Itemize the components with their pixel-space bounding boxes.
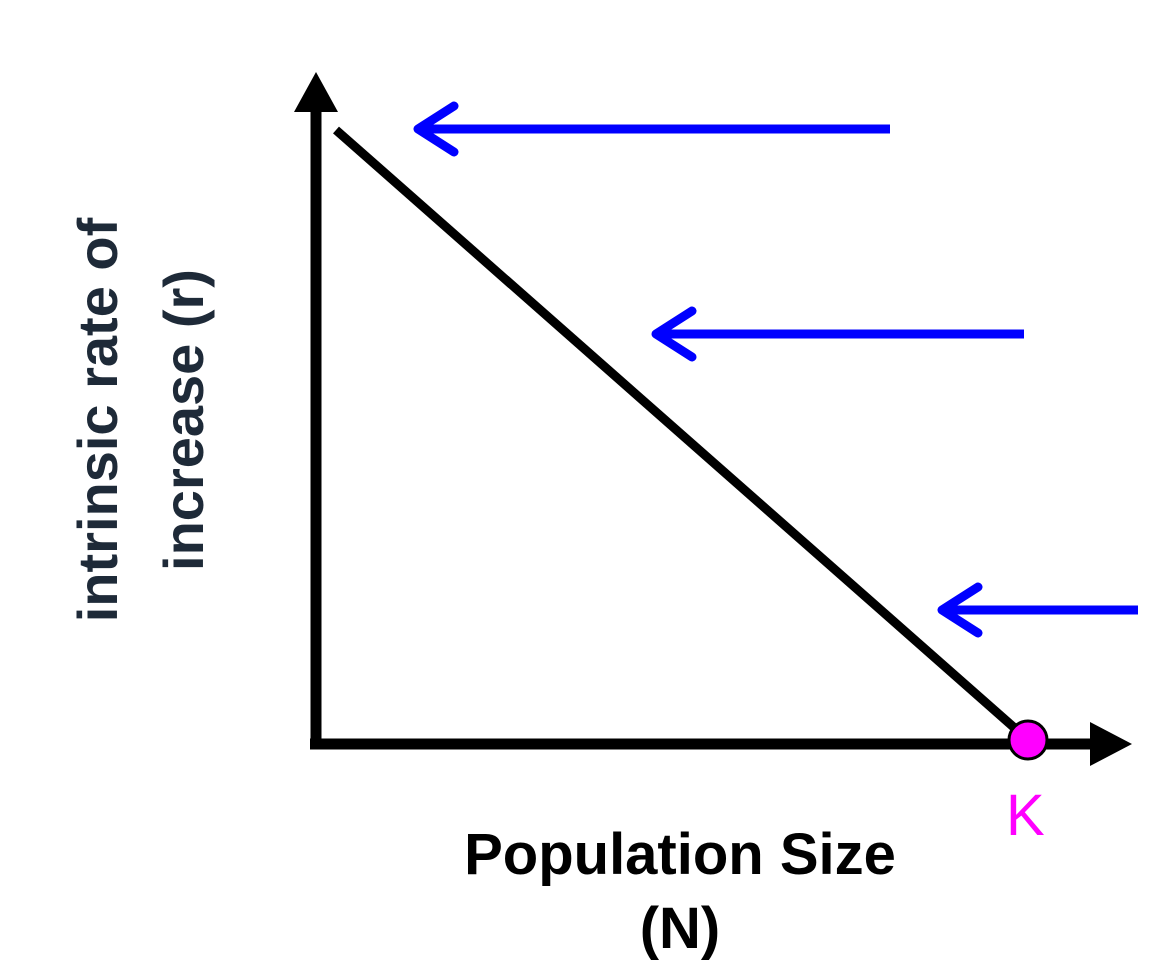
- x-axis-label: Population Size (N): [330, 818, 1030, 966]
- y-axis-arrowhead: [294, 72, 338, 112]
- y-axis-label: intrinsic rate of increase (r): [55, 100, 245, 740]
- k-marker-dot: [1007, 719, 1049, 761]
- arrow-3: [937, 582, 1138, 638]
- y-axis-label-line2: increase (r): [152, 269, 215, 571]
- y-axis-label-line1: intrinsic rate of: [66, 217, 129, 623]
- k-marker-label: K: [1006, 783, 1045, 848]
- x-axis-label-line2: (N): [639, 896, 721, 961]
- arrow-2: [651, 306, 1024, 362]
- x-axis-arrowhead: [1090, 722, 1132, 766]
- r-vs-n-line: [333, 126, 1029, 742]
- x-axis-label-line1: Population Size: [464, 822, 896, 887]
- arrow-1: [413, 101, 890, 157]
